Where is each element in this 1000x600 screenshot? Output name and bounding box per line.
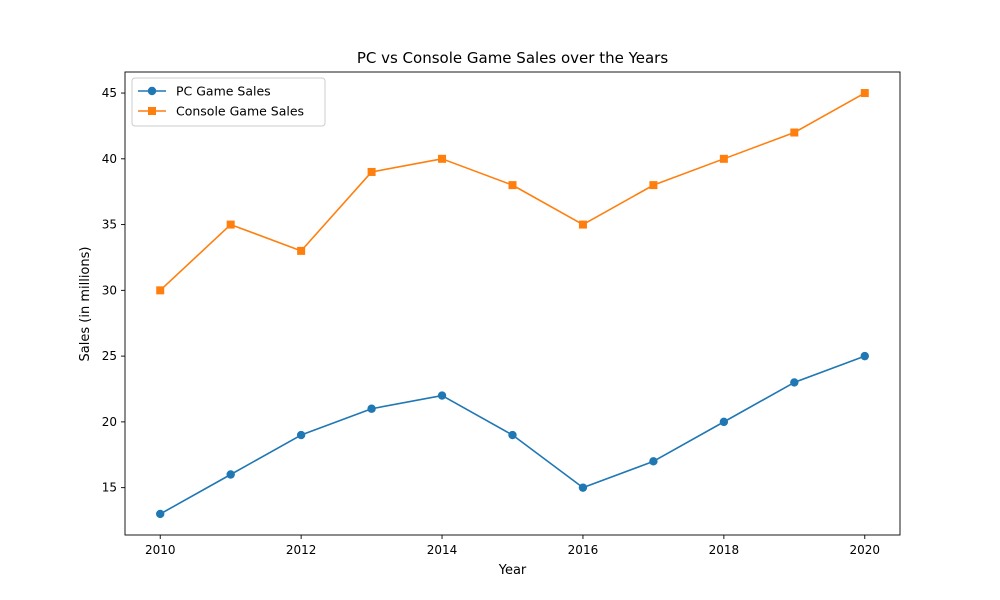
pc-game-sales-point (367, 404, 376, 413)
console-game-sales-legend-label: Console Game Sales (176, 104, 304, 119)
console-game-sales-point (156, 286, 165, 295)
pc-game-sales-point (437, 391, 447, 400)
console-game-sales-point (790, 128, 799, 137)
pc-game-sales-point (790, 378, 799, 387)
pc-game-sales-point (649, 457, 658, 466)
chart-title: PC vs Console Game Sales over the Years (357, 49, 669, 67)
console-game-sales-point (719, 154, 728, 163)
pc-game-sales-legend-label: PC Game Sales (176, 84, 271, 99)
console-game-sales-point (508, 181, 517, 190)
pc-game-sales-point (226, 470, 235, 479)
y-tick-label: 40 (102, 152, 117, 166)
console-game-sales-point (649, 181, 658, 190)
console-game-sales-point (297, 246, 306, 255)
x-tick-label: 2014 (427, 543, 458, 557)
console-game-sales-point (438, 154, 447, 163)
console-game-sales-point (860, 89, 869, 98)
pc-game-sales-point (296, 430, 306, 440)
x-axis-label: Year (498, 563, 527, 578)
x-tick-label: 2012 (286, 543, 317, 557)
console-game-sales-legend-marker (148, 107, 156, 115)
pc-game-sales-point (719, 417, 729, 427)
console-game-sales-point (578, 220, 587, 229)
x-tick-label: 2016 (568, 543, 599, 557)
y-tick-label: 35 (102, 218, 117, 232)
console-game-sales-point (367, 167, 376, 176)
legend-box (131, 77, 326, 127)
y-tick-label: 45 (102, 86, 117, 100)
legend: PC Game Sales Console Game Sales (131, 77, 326, 127)
y-tick-label: 15 (102, 481, 117, 495)
console-game-sales-point (226, 220, 235, 229)
y-tick-label: 25 (102, 349, 117, 363)
y-tick-label: 20 (102, 415, 117, 429)
y-tick-label: 30 (102, 283, 117, 297)
pc-game-sales-point (508, 430, 517, 440)
x-tick-label: 2010 (145, 543, 176, 557)
axes-frame (124, 71, 901, 536)
pc-game-sales-point (578, 483, 588, 492)
pc-game-sales-legend-marker (147, 86, 157, 96)
x-tick-label: 2020 (849, 543, 880, 557)
plot-area: 2010 2012 2014 2016 2018 2020 15 20 25 30 35 40 45 (102, 71, 901, 557)
x-tick-label: 2018 (709, 543, 740, 557)
y-axis-label: Sales (in millions) (78, 247, 93, 362)
pc-game-sales-point (860, 351, 869, 361)
pc-game-sales-point (156, 509, 165, 519)
